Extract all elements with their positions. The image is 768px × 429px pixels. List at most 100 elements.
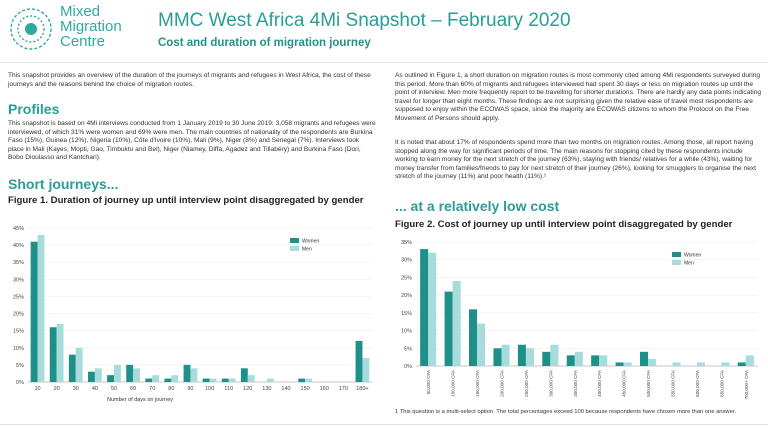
x-tick-label: 120	[243, 386, 252, 392]
short-journeys-heading: Short journeys...	[8, 176, 119, 192]
bar-men	[599, 355, 608, 366]
x-tick-label: 200,000 CFA	[500, 369, 505, 397]
x-tick-label: 170	[339, 386, 348, 392]
x-tick-label: 180+	[356, 386, 368, 392]
bar-women	[221, 378, 229, 382]
bar-men	[56, 323, 64, 382]
legend-swatch-men	[672, 260, 681, 265]
x-tick-label: 80	[168, 386, 174, 392]
legend-swatch-women	[672, 252, 681, 257]
x-tick-label: 350,000 CFA	[573, 369, 578, 397]
y-tick-label: 0%	[404, 364, 412, 370]
y-tick-label: 10%	[401, 329, 412, 335]
x-tick-label: 70	[149, 386, 155, 392]
bar-women	[49, 327, 57, 382]
x-tick-label: 50	[111, 386, 117, 392]
legend-label-women: Women	[302, 239, 319, 245]
x-tick-label: 90	[187, 386, 193, 392]
bar-men	[171, 375, 179, 382]
intro-text: This snapshot provides an overview of th…	[8, 72, 371, 88]
figure-2-chart: 0% 5% 10% 15% 20% 25% 30% 35% 50,000 CFA 100,000 …	[401, 240, 758, 400]
bar-women	[517, 344, 526, 366]
bar-men	[94, 368, 102, 382]
bar-women	[737, 362, 746, 366]
bar-men	[452, 280, 461, 366]
bar-women	[640, 351, 649, 366]
bar-women	[68, 354, 76, 382]
figure-2-title: Figure 2. Cost of journey up until inter…	[395, 219, 733, 230]
y-tick-label: 30%	[401, 258, 412, 264]
bar-women	[420, 249, 429, 366]
bar-women	[298, 378, 306, 382]
bar-women	[107, 375, 114, 382]
x-tick-label: 130	[262, 386, 271, 392]
bar-women	[30, 241, 38, 382]
logo-line-2: Migration	[60, 18, 122, 35]
bar-women	[615, 362, 624, 366]
bar-men	[525, 348, 534, 366]
x-tick-label: 10	[34, 386, 40, 392]
bar-women	[355, 340, 363, 382]
x-tick-label: 100	[205, 386, 214, 392]
x-tick-label: 450,000 CFA	[622, 369, 627, 397]
x-tick-label: 150	[301, 386, 310, 392]
x-tick-label: 100,000 CFA	[451, 369, 456, 397]
bar-men	[501, 344, 510, 366]
figure-1-title: Figure 1. Duration of journey up until i…	[8, 195, 364, 206]
profiles-heading: Profiles	[8, 101, 60, 117]
logo-wordmark: Mixed Migration Centre	[60, 4, 122, 49]
x-tick-label: 550,000 CFA	[671, 369, 676, 397]
x-tick-label: 20	[54, 386, 60, 392]
bar-men	[362, 358, 370, 382]
x-tick-label: 40	[92, 386, 98, 392]
y-tick-label: 25%	[401, 275, 412, 281]
y-tick-label: 25%	[13, 294, 24, 300]
x-tick-label: 650,000 CFA	[719, 369, 724, 397]
low-cost-heading: ... at a relatively low cost	[395, 198, 560, 214]
y-tick-label: 5%	[404, 346, 412, 352]
x-tick-label: 110	[224, 386, 233, 392]
bar-men	[721, 362, 730, 366]
bar-women	[88, 371, 95, 382]
page-subtitle: Cost and duration of migration journey	[158, 37, 371, 49]
bar-women	[566, 355, 575, 366]
x-tick-label: 300,000 CFA	[548, 369, 553, 397]
x-tick-label: 250,000 CFA	[524, 369, 529, 397]
y-tick-label: 10%	[13, 346, 24, 352]
bar-men	[574, 351, 583, 366]
bar-men	[477, 323, 486, 366]
y-tick-label: 15%	[13, 329, 24, 335]
bar-women	[542, 351, 551, 366]
footer-divider	[0, 424, 768, 425]
x-tick-label: 700,000+ CFA	[744, 369, 749, 399]
bar-men	[550, 344, 559, 366]
bar-women	[202, 378, 210, 382]
bar-men	[648, 358, 657, 366]
bar-men	[114, 364, 121, 382]
bar-men	[266, 378, 274, 382]
figure-1-chart: 0% 5% 10% 15% 20% 25% 30% 35% 40% 45% 10 20 30 40 50 60…	[13, 226, 372, 403]
bar-men	[133, 368, 140, 382]
y-tick-label: 30%	[13, 277, 24, 283]
bar-men	[37, 234, 45, 382]
bar-men	[75, 347, 83, 382]
bar-women	[444, 291, 453, 366]
x-tick-label: 60	[130, 386, 136, 392]
bar-men	[190, 368, 198, 382]
bar-women	[240, 368, 248, 382]
x-tick-label: 160	[320, 386, 329, 392]
legend-swatch-women	[290, 238, 299, 243]
bar-men	[247, 375, 255, 382]
bar-men	[305, 378, 312, 382]
logo-line-3: Centre	[60, 33, 106, 50]
x-tick-label: 150,000 CFA	[475, 369, 480, 397]
x-axis-title: Number of days on journey	[107, 397, 173, 403]
legend-label-men: Men	[302, 247, 312, 253]
y-tick-label: 45%	[13, 226, 24, 232]
bar-men	[428, 252, 437, 366]
bar-women	[591, 355, 600, 366]
logo-line-1: Mixed	[60, 3, 101, 20]
bar-women	[164, 378, 172, 382]
y-tick-label: 20%	[401, 293, 412, 299]
bar-men	[623, 362, 632, 366]
